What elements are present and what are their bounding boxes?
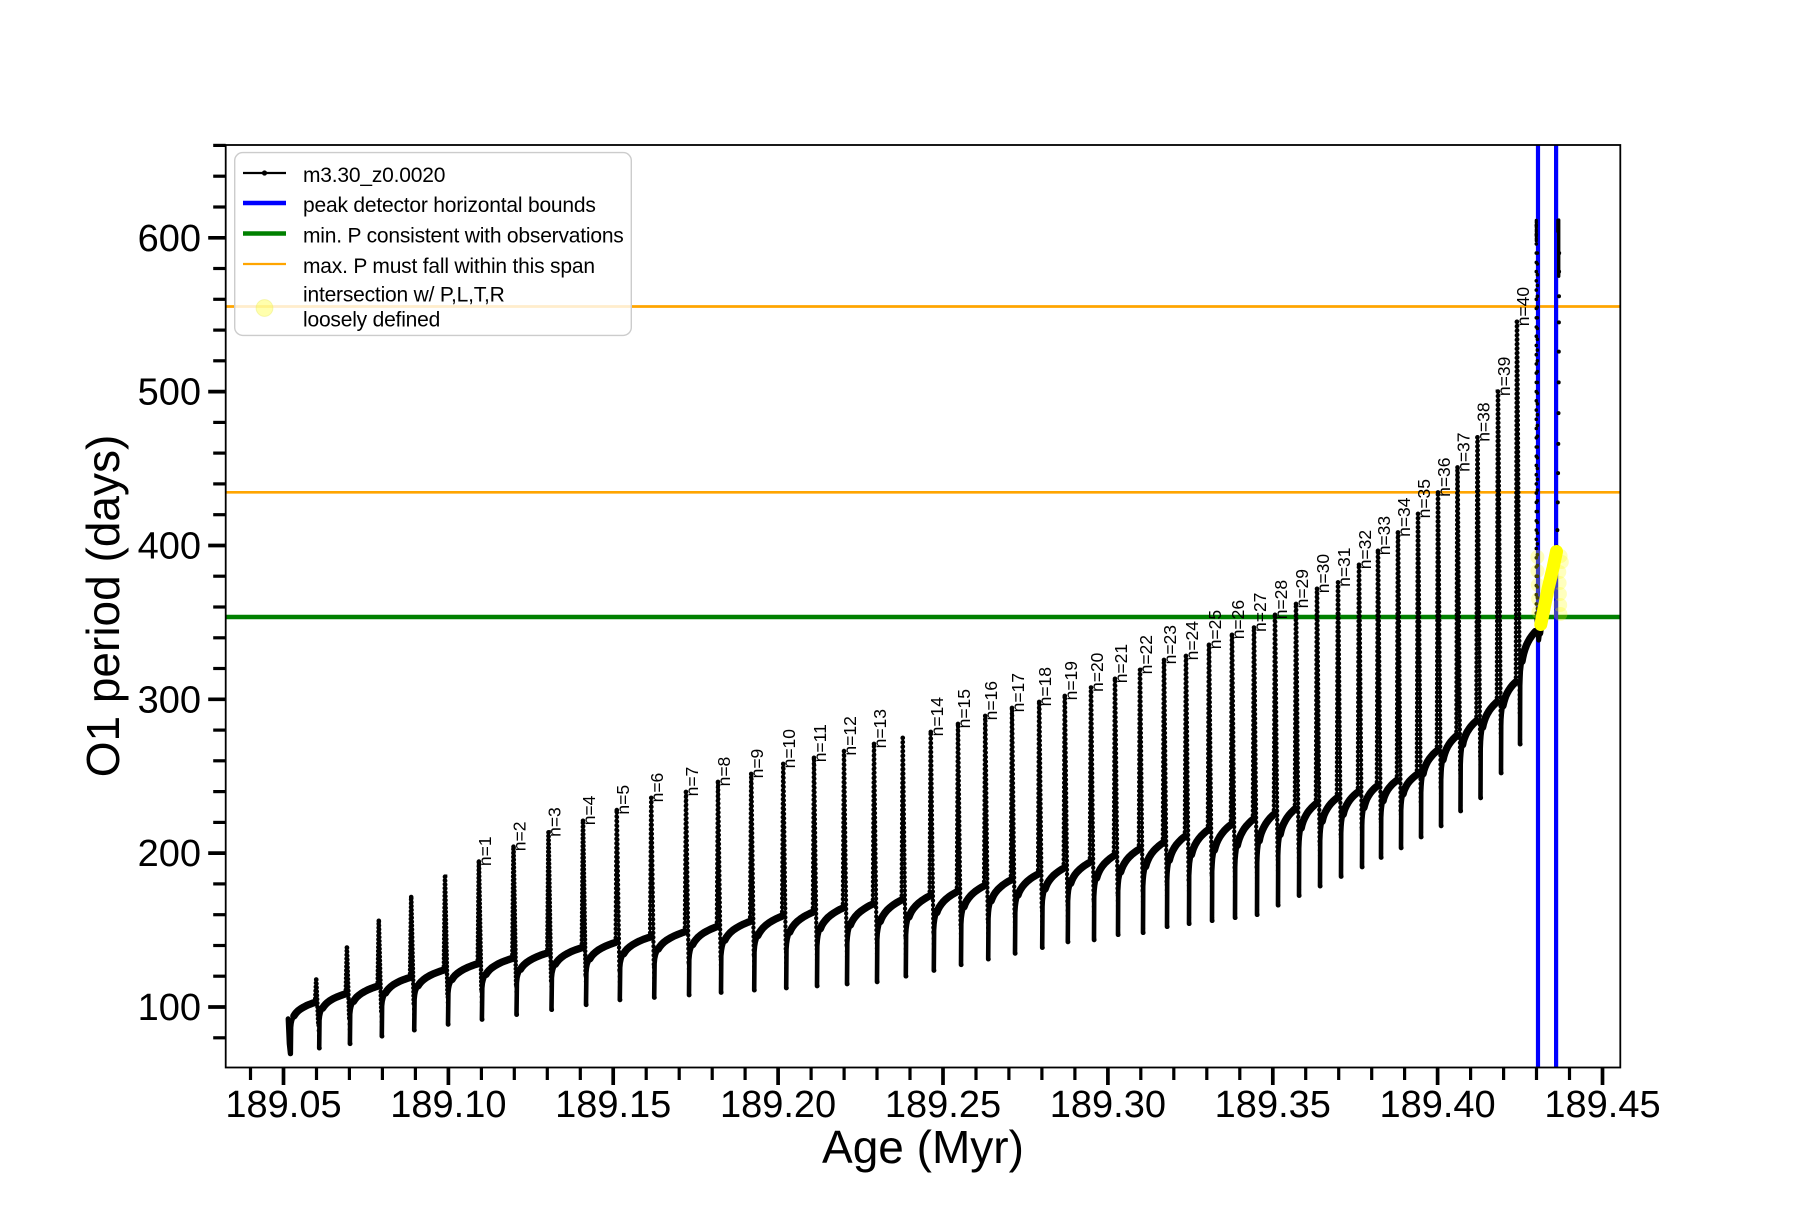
svg-text:600: 600 <box>138 218 201 260</box>
svg-text:n=8: n=8 <box>714 757 734 787</box>
svg-text:n=20: n=20 <box>1087 652 1107 692</box>
svg-text:n=21: n=21 <box>1111 644 1131 683</box>
svg-text:n=6: n=6 <box>647 773 667 803</box>
svg-text:n=33: n=33 <box>1374 516 1394 555</box>
svg-text:n=13: n=13 <box>870 709 890 748</box>
svg-text:200: 200 <box>138 833 201 875</box>
svg-text:189.40: 189.40 <box>1379 1084 1495 1126</box>
svg-text:n=27: n=27 <box>1250 593 1270 632</box>
svg-text:n=28: n=28 <box>1271 580 1291 619</box>
svg-text:n=12: n=12 <box>840 716 860 755</box>
svg-text:n=34: n=34 <box>1394 497 1414 537</box>
svg-text:n=23: n=23 <box>1160 625 1180 664</box>
svg-text:500: 500 <box>138 372 201 414</box>
svg-text:n=15: n=15 <box>954 689 974 728</box>
svg-text:100: 100 <box>138 987 201 1029</box>
svg-text:n=4: n=4 <box>579 795 599 825</box>
svg-text:n=31: n=31 <box>1334 547 1354 586</box>
svg-text:189.05: 189.05 <box>225 1084 341 1126</box>
svg-text:m3.30_z0.0020: m3.30_z0.0020 <box>303 164 445 187</box>
svg-text:n=2: n=2 <box>510 822 530 852</box>
svg-text:n=11: n=11 <box>810 724 830 762</box>
svg-text:intersection w/ P,L,T,R: intersection w/ P,L,T,R <box>303 284 505 307</box>
svg-text:O1 period (days): O1 period (days) <box>77 435 129 778</box>
svg-text:189.15: 189.15 <box>555 1084 671 1126</box>
svg-text:max. P must fall within this s: max. P must fall within this span <box>303 255 595 278</box>
svg-text:n=30: n=30 <box>1313 554 1333 594</box>
svg-text:300: 300 <box>138 679 201 721</box>
svg-text:n=32: n=32 <box>1355 530 1375 569</box>
svg-text:189.10: 189.10 <box>390 1084 506 1126</box>
svg-text:189.20: 189.20 <box>720 1084 836 1126</box>
svg-text:189.35: 189.35 <box>1215 1084 1331 1126</box>
svg-text:min. P consistent with observa: min. P consistent with observations <box>303 225 624 248</box>
svg-text:n=39: n=39 <box>1494 357 1514 396</box>
svg-text:n=24: n=24 <box>1182 621 1202 661</box>
svg-text:n=9: n=9 <box>747 749 767 779</box>
svg-text:n=26: n=26 <box>1228 600 1248 639</box>
svg-text:Age (Myr): Age (Myr) <box>822 1121 1024 1173</box>
svg-text:n=10: n=10 <box>779 729 799 769</box>
svg-text:n=7: n=7 <box>682 767 702 797</box>
svg-text:n=37: n=37 <box>1454 432 1474 471</box>
svg-text:189.25: 189.25 <box>885 1084 1001 1126</box>
svg-text:n=29: n=29 <box>1292 569 1312 608</box>
svg-text:n=40: n=40 <box>1513 287 1533 327</box>
svg-text:189.45: 189.45 <box>1544 1084 1660 1126</box>
svg-text:n=1: n=1 <box>475 836 495 866</box>
svg-text:n=18: n=18 <box>1035 667 1055 706</box>
svg-text:n=3: n=3 <box>545 807 565 837</box>
svg-text:189.30: 189.30 <box>1050 1084 1166 1126</box>
svg-text:n=17: n=17 <box>1008 673 1028 712</box>
svg-text:n=16: n=16 <box>981 681 1001 720</box>
svg-text:n=35: n=35 <box>1414 479 1434 518</box>
svg-text:n=25: n=25 <box>1205 610 1225 649</box>
svg-text:n=38: n=38 <box>1474 402 1494 441</box>
svg-text:400: 400 <box>138 526 201 568</box>
svg-text:n=22: n=22 <box>1136 635 1156 674</box>
svg-text:n=5: n=5 <box>613 785 633 815</box>
svg-text:loosely defined: loosely defined <box>303 309 440 332</box>
svg-text:peak detector horizontal bound: peak detector horizontal bounds <box>303 194 596 217</box>
svg-text:n=19: n=19 <box>1061 661 1081 700</box>
svg-text:n=36: n=36 <box>1434 457 1454 496</box>
svg-text:n=14: n=14 <box>927 697 947 737</box>
